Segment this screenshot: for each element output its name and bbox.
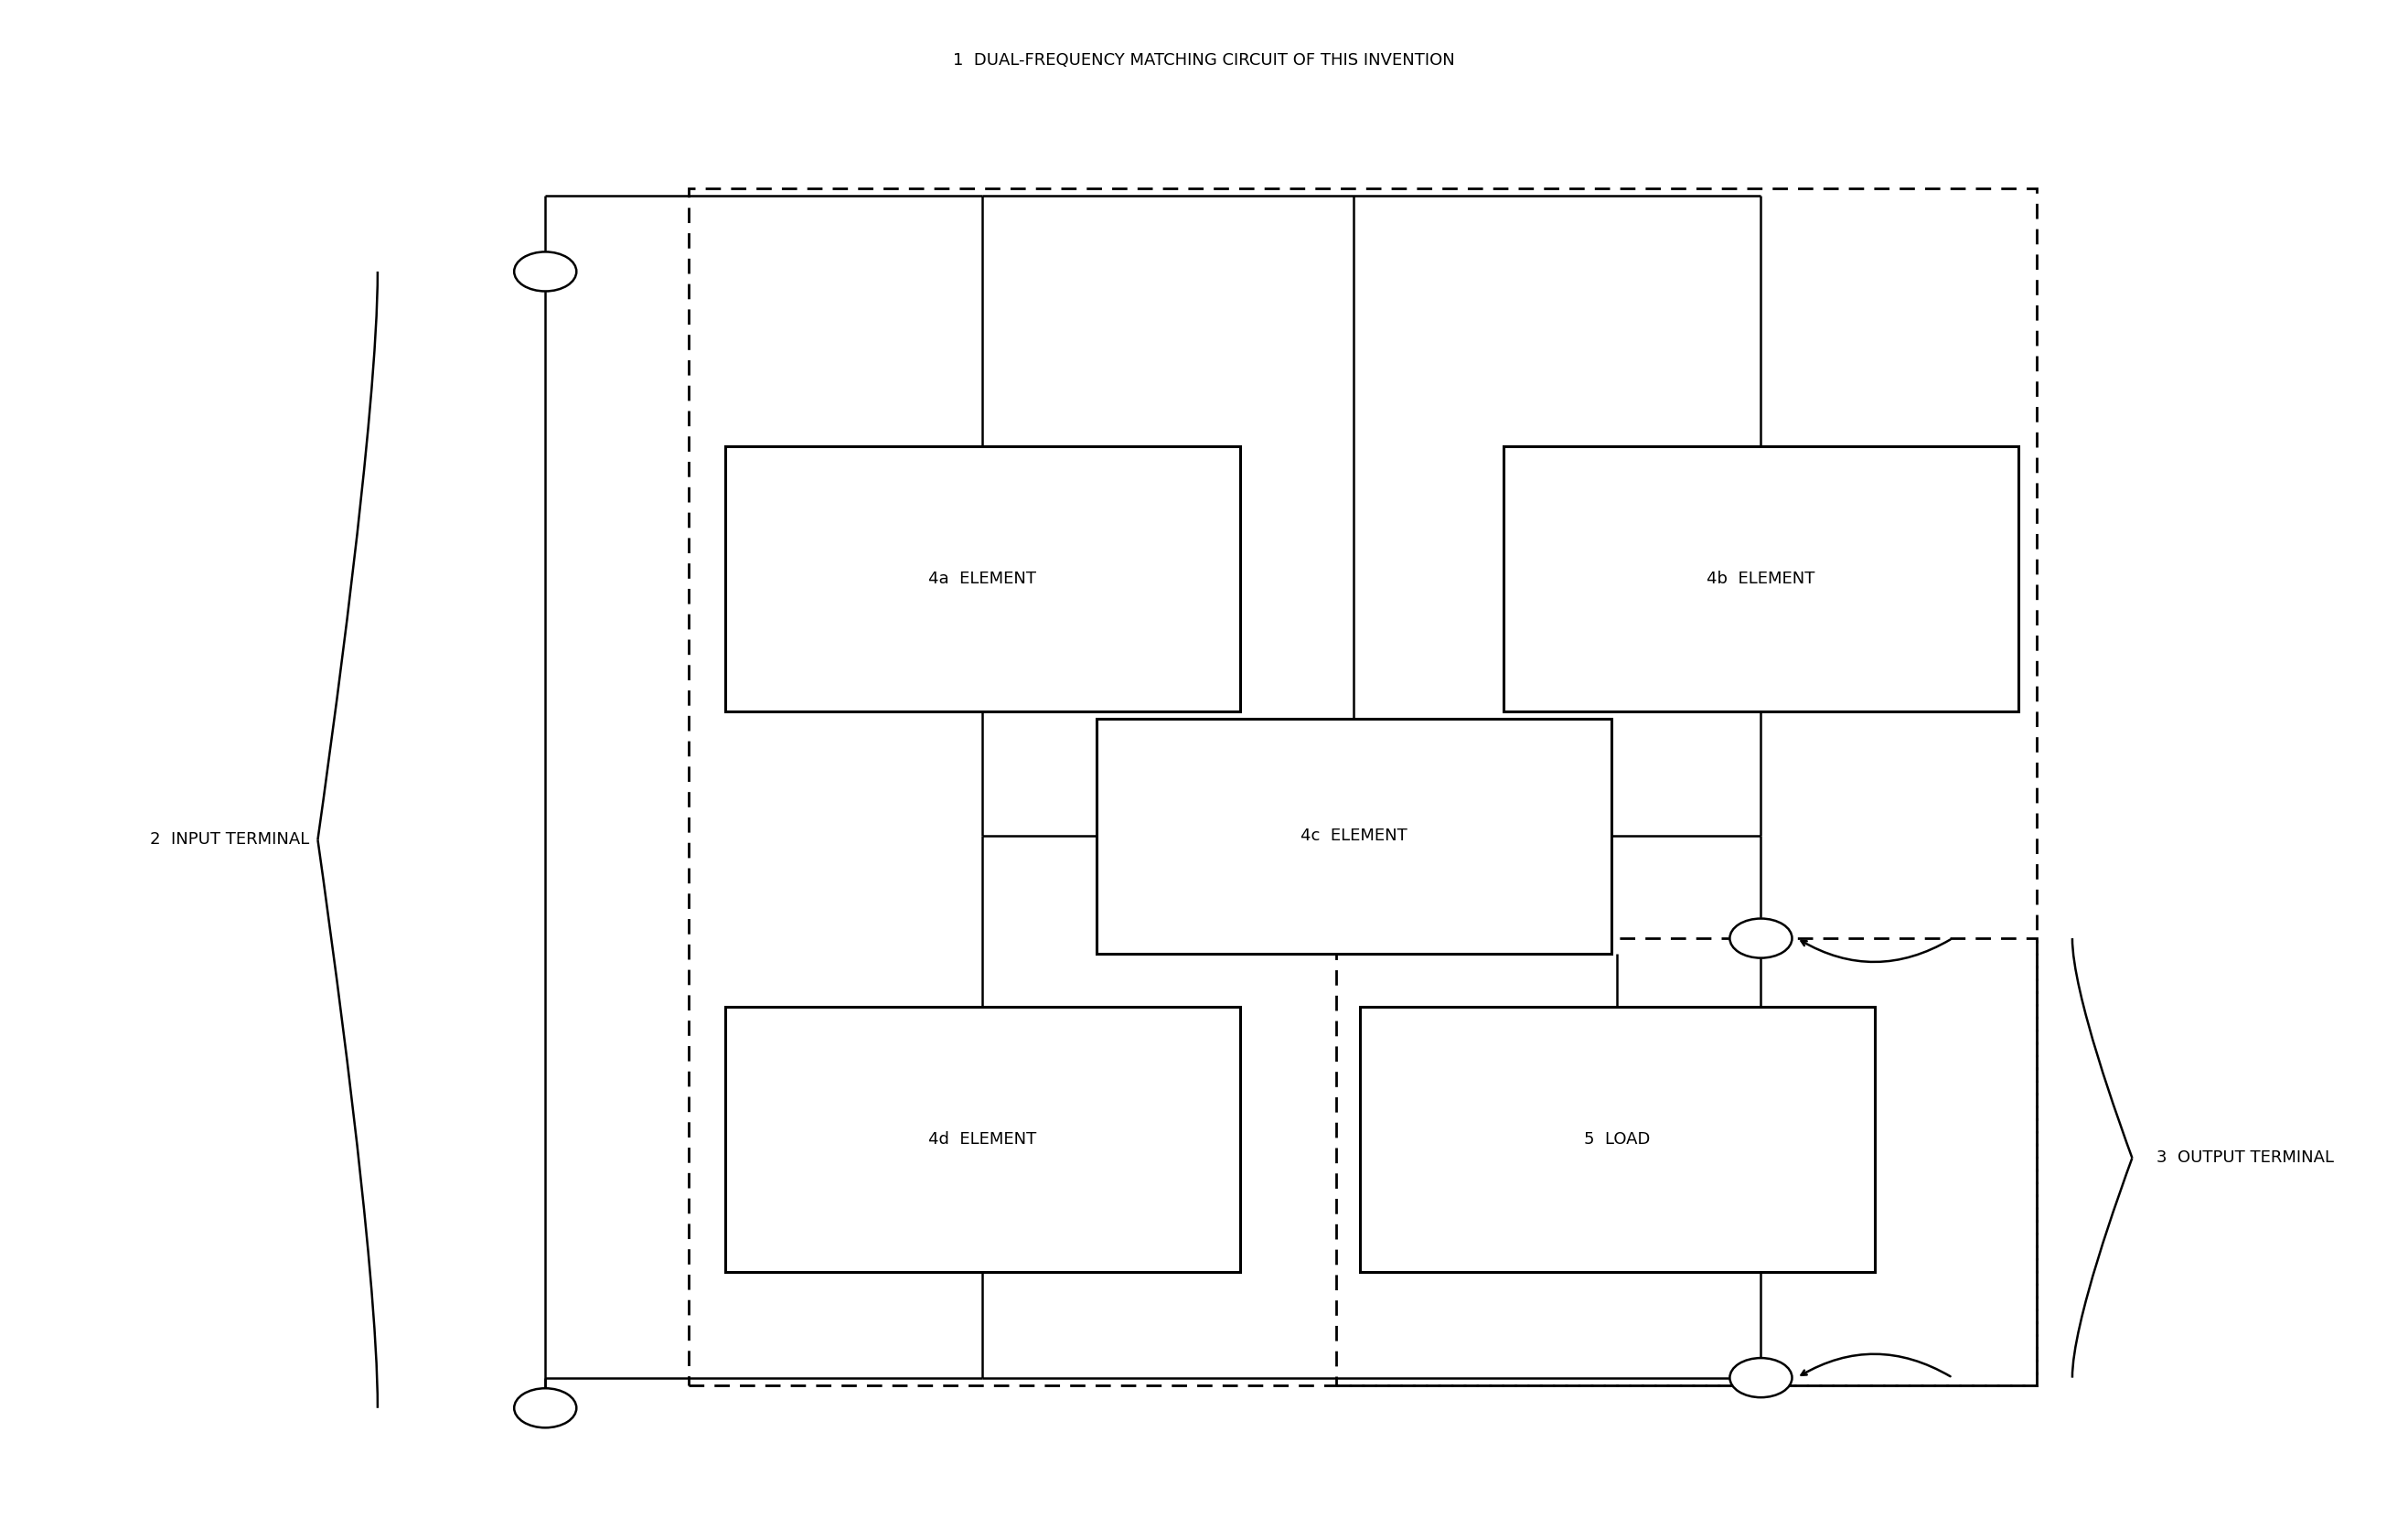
Text: 4d  ELEMENT: 4d ELEMENT bbox=[929, 1131, 1035, 1148]
Bar bbox=[1096, 718, 1611, 953]
Bar bbox=[1503, 446, 2018, 711]
Bar bbox=[689, 188, 2037, 1386]
Circle shape bbox=[515, 252, 576, 292]
Text: 4c  ELEMENT: 4c ELEMENT bbox=[1300, 828, 1406, 843]
Text: 4b  ELEMENT: 4b ELEMENT bbox=[1707, 570, 1816, 587]
Bar bbox=[1336, 938, 2037, 1386]
Circle shape bbox=[515, 1389, 576, 1427]
Bar bbox=[725, 1007, 1240, 1271]
Text: 1  DUAL-FREQUENCY MATCHING CIRCUIT OF THIS INVENTION: 1 DUAL-FREQUENCY MATCHING CIRCUIT OF THI… bbox=[954, 52, 1454, 69]
Bar bbox=[725, 446, 1240, 711]
Circle shape bbox=[1729, 1358, 1792, 1398]
Text: 4a  ELEMENT: 4a ELEMENT bbox=[929, 570, 1035, 587]
Text: 5  LOAD: 5 LOAD bbox=[1584, 1131, 1649, 1148]
Text: 2  INPUT TERMINAL: 2 INPUT TERMINAL bbox=[149, 831, 311, 848]
Text: 3  OUTPUT TERMINAL: 3 OUTPUT TERMINAL bbox=[2155, 1149, 2333, 1166]
Bar bbox=[1361, 1007, 1876, 1271]
Circle shape bbox=[1729, 918, 1792, 958]
